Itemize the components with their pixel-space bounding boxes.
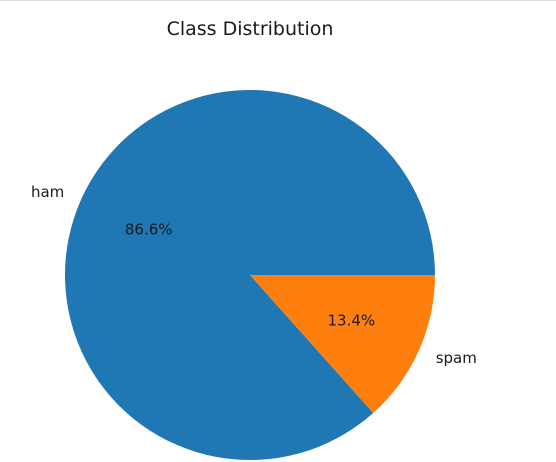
- chart-title: Class Distribution: [167, 18, 334, 40]
- pie-slice-spam: [250, 275, 435, 413]
- top-border-line: [0, 0, 556, 1]
- pie-category-label-spam: spam: [436, 349, 477, 367]
- pie-labels: 86.6% ham 13.4% spam: [31, 183, 477, 367]
- pie-slices: [65, 89, 436, 460]
- pie-percent-label-ham: 86.6%: [125, 221, 173, 239]
- pie-slice-ham: [65, 89, 436, 460]
- pie-category-label-ham: ham: [31, 183, 64, 201]
- pie-percent-label-spam: 13.4%: [327, 311, 375, 329]
